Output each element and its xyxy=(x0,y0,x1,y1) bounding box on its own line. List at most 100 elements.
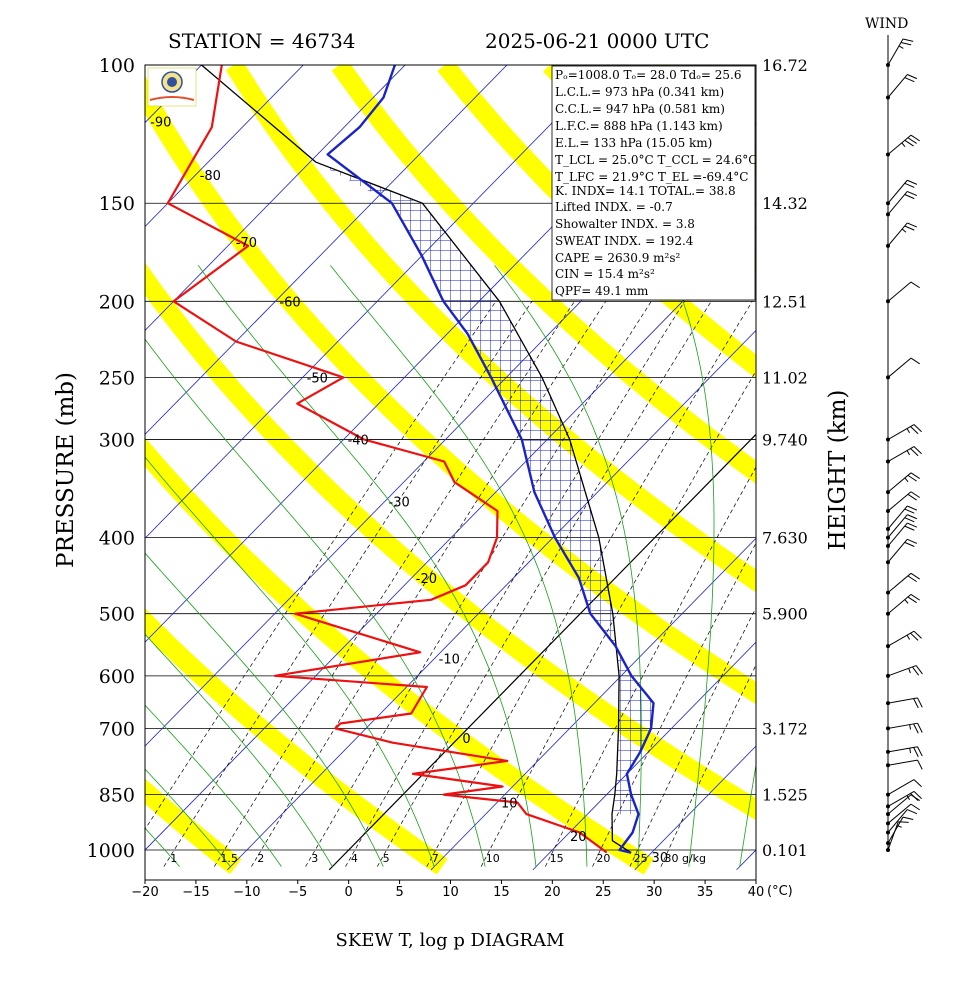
x-axis-ticks: −20 −15 −10 −5 0 5 10 15 20 25 30 35 40 xyxy=(131,880,764,900)
cape-area xyxy=(316,162,654,815)
height-tick-label: 1.525 xyxy=(762,786,808,805)
mixing-ratio-label: 20 xyxy=(596,852,610,865)
mixing-ratio-line xyxy=(376,301,712,867)
moist-adiabat-line xyxy=(494,265,642,867)
wind-title: WIND xyxy=(865,16,908,32)
wind-barb-half-feather xyxy=(906,795,910,800)
dry-adiabat-band xyxy=(145,778,242,875)
mixing-ratio-label: 30 g/kg xyxy=(664,852,706,865)
wind-barb-staff xyxy=(887,505,908,530)
wind-barb-half-feather xyxy=(901,142,906,148)
wind-barb-feather xyxy=(907,179,918,185)
wind-barb-staff xyxy=(887,522,908,547)
moist-adiabat-line xyxy=(145,768,231,867)
moist-adiabat-line xyxy=(145,552,384,867)
pressure-tick-label: 1000 xyxy=(87,840,135,862)
x-tick-label: 0 xyxy=(345,885,353,900)
isotherm-line xyxy=(145,65,406,332)
wind-barb-staff xyxy=(887,357,912,378)
wind-barb-feather xyxy=(910,357,920,365)
isotherm-label: -90 xyxy=(150,115,171,130)
x-tick-label: −20 xyxy=(131,885,158,900)
isotherm-line xyxy=(145,65,304,228)
x-tick-label: 30 xyxy=(646,885,663,900)
info-line-1: Pₒ=1008.0 Tₒ= 28.0 Tdₒ= 25.6 xyxy=(555,68,741,82)
wind-barb-feather xyxy=(913,791,922,799)
wind-barb-feather xyxy=(913,698,919,709)
dry-adiabat-band xyxy=(0,65,29,867)
wind-barb-staff xyxy=(887,572,912,593)
wind-barb-feather xyxy=(904,194,915,200)
wind-barb-feather xyxy=(913,723,919,734)
series-temperature-line xyxy=(326,65,655,854)
mixing-ratio-line xyxy=(305,301,652,867)
x-tick-label: 25 xyxy=(595,885,612,900)
wind-barb-feather xyxy=(904,77,915,83)
isotherm-line xyxy=(430,537,756,871)
info-line-3: C.C.L.= 947 hPa (0.581 km) xyxy=(555,102,725,116)
wind-barb-staff xyxy=(887,191,908,215)
moist-adiabat-line xyxy=(739,762,756,867)
wind-barb-staff xyxy=(887,134,912,155)
wind-barb-half-feather xyxy=(906,634,910,640)
mixing-ratio-line xyxy=(629,607,756,867)
wind-barb-half-feather xyxy=(904,599,909,604)
wind-barb-feather xyxy=(912,666,920,676)
wind-barb-feather xyxy=(904,541,915,547)
x-tick-label: 5 xyxy=(395,885,403,900)
wind-barb-feather xyxy=(904,182,915,188)
wind-barb-feather xyxy=(902,816,914,821)
wind-barb-feather xyxy=(907,596,917,604)
wind-barb-half-feather xyxy=(909,748,912,754)
pressure-tick-label: 250 xyxy=(99,367,135,389)
isotherm-line xyxy=(145,65,610,539)
info-line-9: Lifted INDX. = -0.7 xyxy=(555,200,673,214)
cape-hatch xyxy=(316,162,654,815)
station-logo xyxy=(147,67,197,107)
y-axis-title-right: HEIGHT (km) xyxy=(825,390,851,551)
wind-barb-feather xyxy=(904,525,915,531)
wind-barb-feather xyxy=(910,793,919,801)
wind-barb-staff xyxy=(887,665,917,677)
info-line-10: Showalter INDX. = 3.8 xyxy=(555,217,695,231)
wind-barb-feather xyxy=(907,522,918,528)
moist-adiabat-line xyxy=(145,456,435,867)
wind-barb-staff xyxy=(887,179,908,204)
x-tick-label: 10 xyxy=(442,885,459,900)
station-label: STATION = 46734 xyxy=(168,29,356,53)
wind-barb-feather xyxy=(907,575,917,583)
wind-barb-half-feather xyxy=(904,477,909,483)
wind-barb-half-feather xyxy=(908,668,911,674)
x-tick-label: 40 xyxy=(748,885,765,900)
height-tick-label: 0.101 xyxy=(762,841,808,860)
wind-barb-feather xyxy=(910,426,919,435)
wind-barb-feather xyxy=(913,779,922,788)
wind-barb-half-feather xyxy=(906,450,910,456)
wind-barb-feather xyxy=(907,222,918,228)
wind-barb-feather xyxy=(907,514,918,520)
info-line-11: SWEAT INDX. = 192.4 xyxy=(555,234,694,248)
mixing-ratio-label: 3 xyxy=(311,852,318,865)
isotherm-label: -50 xyxy=(307,371,328,386)
indices-box: Pₒ=1008.0 Tₒ= 28.0 Tdₒ= 25.6 L.C.L.= 973… xyxy=(551,65,757,301)
series-dewpoint-line xyxy=(166,65,608,854)
wind-barb-half-feather xyxy=(898,45,904,49)
wind-barb-feather xyxy=(907,538,918,544)
mixing-ratio-label: 4 xyxy=(351,852,358,865)
pressure-tick-label: 150 xyxy=(99,193,135,215)
series-parcel-line xyxy=(201,65,632,854)
moist-adiabat-line xyxy=(145,704,282,867)
mixing-ratio-label: 7 xyxy=(432,852,439,865)
wind-barb-feather xyxy=(915,665,923,675)
height-tick-label: 16.72 xyxy=(762,56,808,75)
isotherm-line xyxy=(227,329,756,871)
info-line-14: QPF= 49.1 mm xyxy=(555,284,649,298)
isotherm-labels: -90 -80 -70 -60 -50 -40 -30 -20 -10 0 10 20 30 xyxy=(150,115,668,865)
wind-barb-staff xyxy=(887,472,912,493)
x-unit-label: (°C) xyxy=(767,884,793,899)
wind-barb-staff xyxy=(887,821,899,851)
wind-barb-feather xyxy=(913,630,922,639)
wind-barb-feather xyxy=(913,747,919,757)
height-tick-label: 5.900 xyxy=(762,605,808,624)
